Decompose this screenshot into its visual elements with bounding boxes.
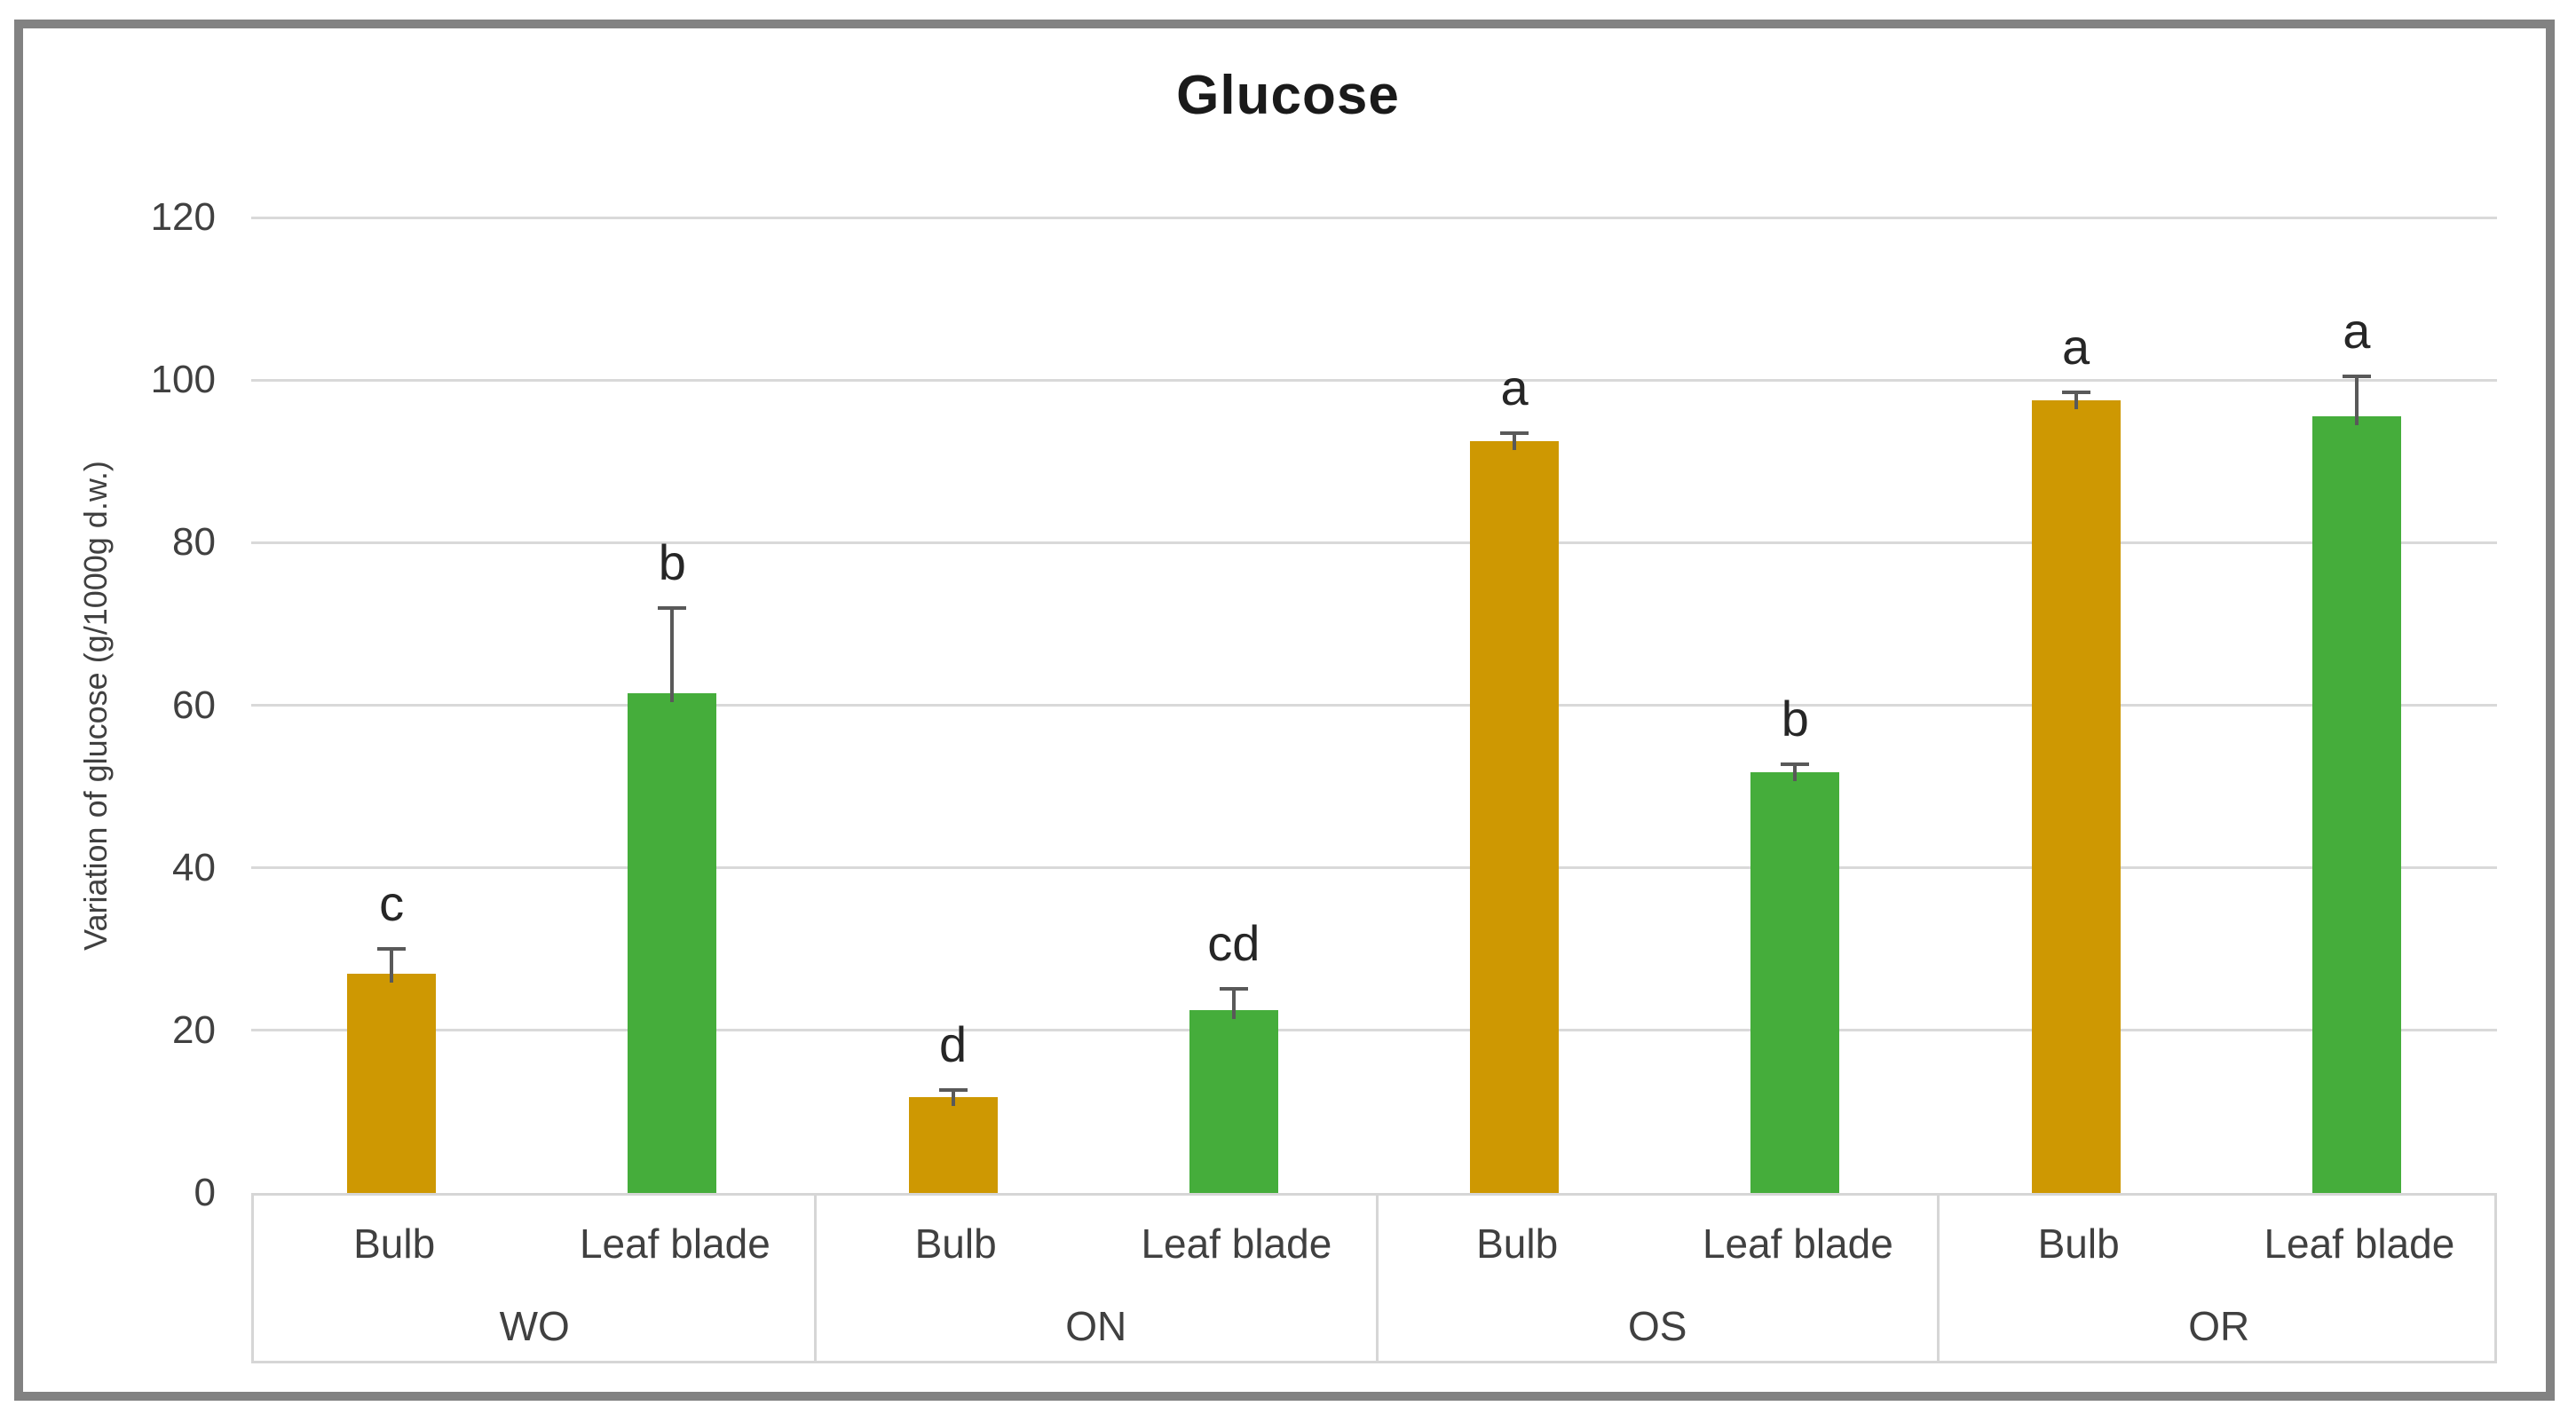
group-label-os: OS xyxy=(1628,1303,1687,1349)
subcategory-label-bulb: Bulb xyxy=(1476,1220,1559,1267)
error-bar-cap xyxy=(377,947,407,952)
error-bar-cap xyxy=(658,605,687,610)
bar-on-bulb xyxy=(908,1096,998,1193)
y-tick-60: 60 xyxy=(172,683,216,727)
group-label-on: ON xyxy=(1065,1303,1127,1349)
y-tick-80: 80 xyxy=(172,520,216,565)
subcategory-label-bulb: Bulb xyxy=(914,1220,997,1267)
error-bar-line xyxy=(1793,764,1798,781)
bar-os-bulb xyxy=(1470,440,1560,1193)
bar-or-bulb xyxy=(2031,400,2121,1193)
error-bar-cap xyxy=(938,1087,968,1092)
gridline-60 xyxy=(251,704,2497,707)
group-divider xyxy=(814,1196,817,1361)
bar-wo-leaf-blade xyxy=(628,692,717,1193)
significance-letter: c xyxy=(379,875,405,932)
subcategory-label-leaf-blade: Leaf blade xyxy=(1702,1220,1893,1267)
significance-letter: a xyxy=(2062,318,2090,375)
y-tick-100: 100 xyxy=(150,358,216,402)
gridline-80 xyxy=(251,541,2497,544)
significance-letter: a xyxy=(2343,302,2371,359)
error-bar-line xyxy=(951,1089,955,1106)
significance-letter: b xyxy=(658,533,686,590)
gridline-100 xyxy=(251,378,2497,382)
error-bar-cap xyxy=(2342,374,2371,378)
error-bar-line xyxy=(2074,391,2078,410)
y-tick-20: 20 xyxy=(172,1007,216,1052)
bar-wo-bulb xyxy=(347,973,437,1193)
error-bar-cap xyxy=(1219,987,1248,991)
error-bar-line xyxy=(1231,989,1236,1019)
group-divider xyxy=(1937,1196,1940,1361)
gridline-20 xyxy=(251,1029,2497,1032)
y-tick-120: 120 xyxy=(150,195,216,239)
y-tick-40: 40 xyxy=(172,845,216,889)
bar-os-leaf-blade xyxy=(1750,771,1840,1193)
significance-letter: b xyxy=(1781,691,1809,747)
subcategory-label-leaf-blade: Leaf blade xyxy=(2264,1220,2455,1267)
error-bar-cap xyxy=(1500,431,1529,435)
group-label-or: OR xyxy=(2188,1303,2250,1349)
gridline-120 xyxy=(251,216,2497,219)
group-label-wo: WO xyxy=(499,1303,570,1349)
significance-letter: d xyxy=(939,1015,968,1072)
significance-letter: cd xyxy=(1207,915,1260,972)
y-tick-0: 0 xyxy=(194,1171,216,1214)
picture-frame-border xyxy=(14,20,2555,1401)
subcategory-label-leaf-blade: Leaf blade xyxy=(579,1220,770,1267)
error-bar-line xyxy=(670,607,675,702)
chart-title: Glucose xyxy=(1176,65,1400,126)
plot-area: c b d cd a b a a xyxy=(251,216,2497,1193)
x-axis-category-table: Bulb Leaf blade WO Bulb Leaf blade ON Bulb Leaf… xyxy=(251,1193,2497,1363)
error-bar-line xyxy=(390,949,394,983)
subcategory-label-bulb: Bulb xyxy=(353,1220,436,1267)
bar-or-leaf-blade xyxy=(2311,416,2401,1193)
gridline-40 xyxy=(251,866,2497,870)
subcategory-label-leaf-blade: Leaf blade xyxy=(1141,1220,1332,1267)
bar-on-leaf-blade xyxy=(1189,1009,1278,1193)
error-bar-line xyxy=(2354,375,2359,426)
error-bar-line xyxy=(1513,432,1517,450)
error-bar-cap xyxy=(1781,762,1810,767)
subcategory-label-bulb: Bulb xyxy=(2037,1220,2120,1267)
group-divider xyxy=(1375,1196,1379,1361)
error-bar-cap xyxy=(2061,390,2090,394)
significance-letter: a xyxy=(1500,359,1529,415)
